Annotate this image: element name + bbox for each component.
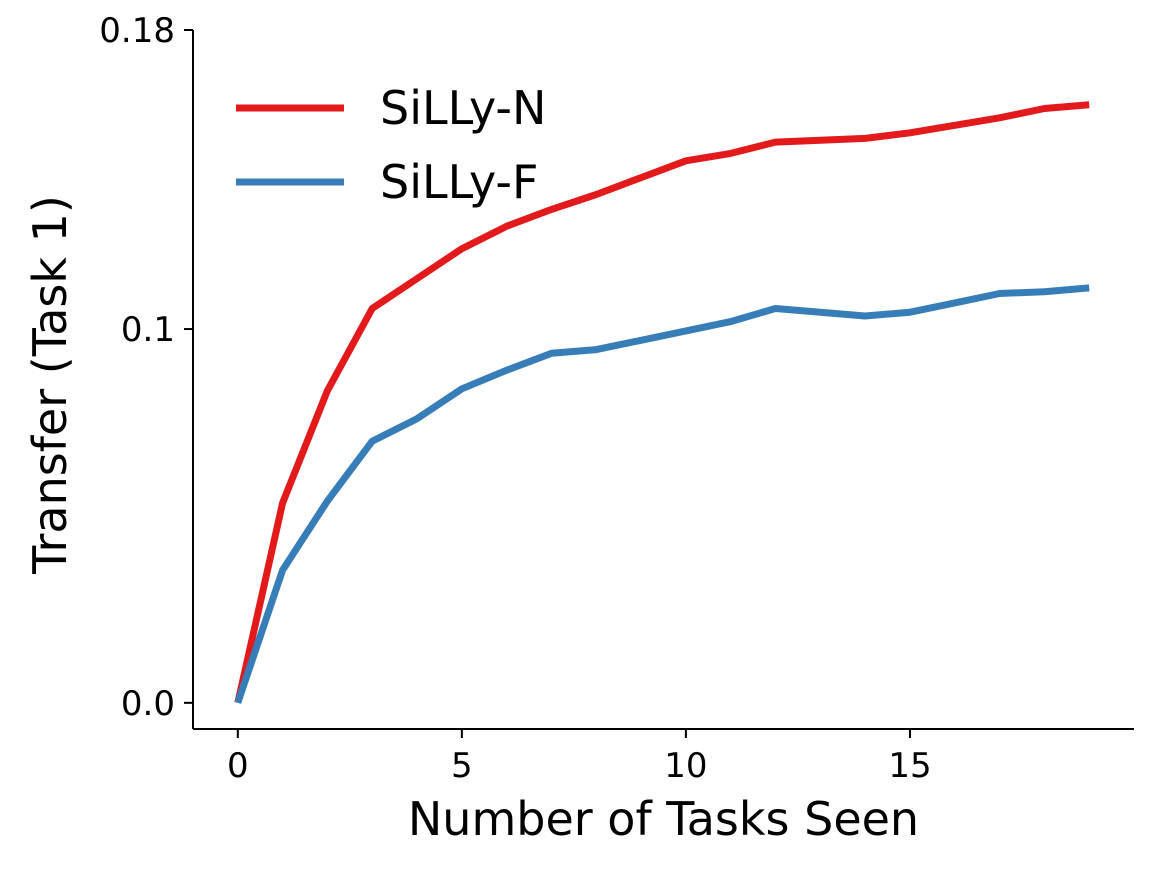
y-axis-title: Transfer (Task 1) xyxy=(23,195,77,575)
y-tick-label: 0.18 xyxy=(99,11,175,51)
legend: SiLLy-N SiLLy-F xyxy=(236,81,546,209)
y-tick-label: 0.1 xyxy=(121,310,175,350)
x-tick-label: 5 xyxy=(451,746,473,786)
x-axis-title: Number of Tasks Seen xyxy=(408,792,919,846)
series-line-silly-n xyxy=(234,101,1090,704)
x-tick-label: 15 xyxy=(888,746,931,786)
legend-label: SiLLy-F xyxy=(380,155,538,209)
x-tick-label: 0 xyxy=(227,746,249,786)
x-tick-label: 10 xyxy=(664,746,707,786)
y-axis-ticks: 0.0 0.1 0.18 xyxy=(99,11,193,724)
series-line-silly-f xyxy=(234,284,1090,704)
y-tick-label: 0.0 xyxy=(121,684,175,724)
legend-label: SiLLy-N xyxy=(380,81,546,135)
x-axis-ticks: 0 5 10 15 xyxy=(227,729,932,786)
series-lines xyxy=(234,101,1090,704)
